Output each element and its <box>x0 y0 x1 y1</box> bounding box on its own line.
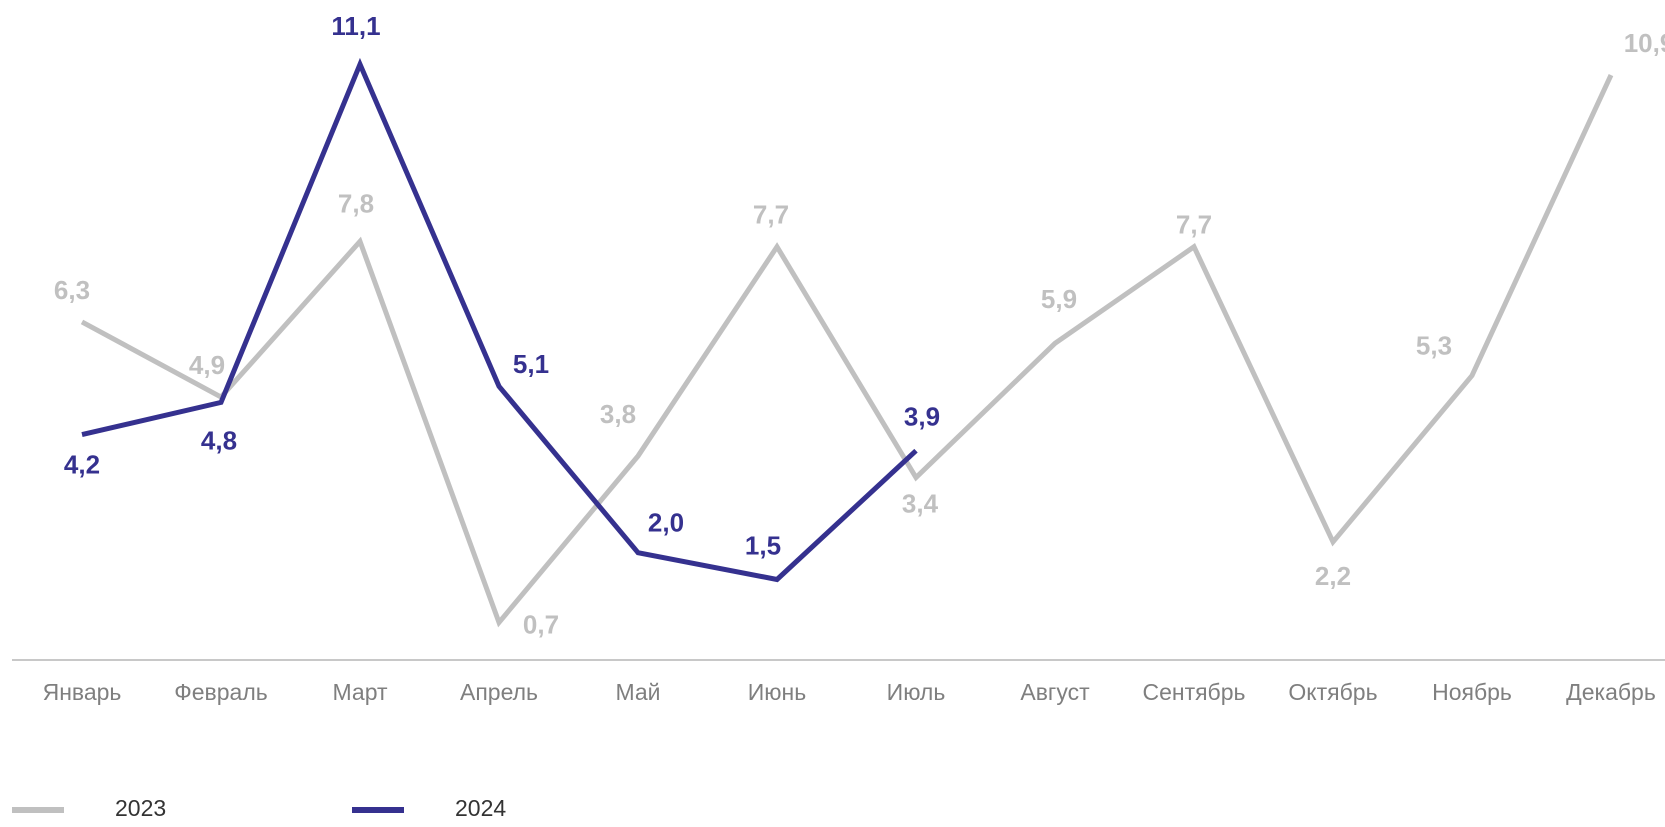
x-tick-label: Январь <box>43 679 122 705</box>
data-label: 2,0 <box>648 508 684 538</box>
x-tick-label: Октябрь <box>1288 679 1377 705</box>
legend-label: 2024 <box>455 795 506 821</box>
data-label: 7,7 <box>1176 210 1212 240</box>
series-line <box>81 57 918 583</box>
data-label: 1,5 <box>745 530 781 560</box>
data-label: 3,8 <box>600 399 636 429</box>
data-label: 3,9 <box>904 402 940 432</box>
x-tick-label: Май <box>615 679 660 705</box>
data-label: 7,7 <box>753 200 789 230</box>
x-tick-label: Ноябрь <box>1432 679 1512 705</box>
data-label: 5,1 <box>513 349 549 379</box>
x-tick-label: Июнь <box>748 679 806 705</box>
legend-label: 2023 <box>115 795 166 821</box>
x-tick-label: Август <box>1020 679 1090 705</box>
data-label: 4,8 <box>201 425 237 455</box>
x-tick-label: Декабрь <box>1566 679 1656 705</box>
data-label: 5,3 <box>1416 330 1452 360</box>
data-label: 2,2 <box>1315 561 1351 591</box>
x-tick-label: Сентябрь <box>1142 679 1245 705</box>
data-label: 7,8 <box>338 188 374 218</box>
data-label: 6,3 <box>54 275 90 305</box>
data-label: 3,4 <box>902 488 939 518</box>
data-label: 11,1 <box>331 11 380 41</box>
x-tick-label: Апрель <box>460 679 538 705</box>
data-label: 5,9 <box>1041 284 1077 314</box>
series-line <box>80 73 1614 628</box>
x-tick-label: Июль <box>887 679 946 705</box>
x-tick-label: Февраль <box>174 679 267 705</box>
data-label: 4,2 <box>64 449 100 479</box>
data-label: 4,9 <box>189 350 225 380</box>
data-label: 0,7 <box>523 609 559 639</box>
data-label: 10,9 <box>1624 28 1665 58</box>
x-tick-label: Март <box>332 679 387 705</box>
